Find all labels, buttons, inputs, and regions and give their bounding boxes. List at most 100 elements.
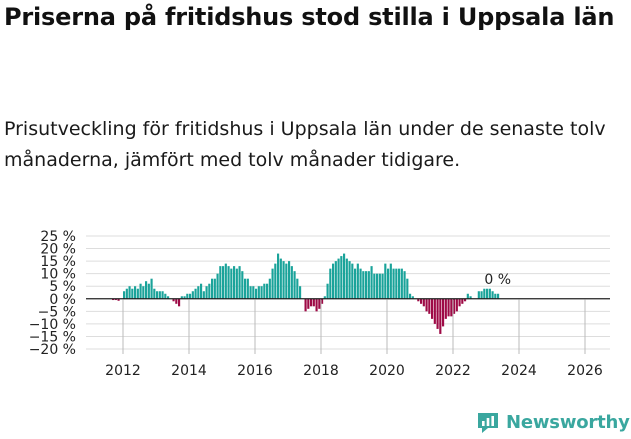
bar bbox=[134, 286, 137, 299]
bar bbox=[315, 298, 318, 312]
bar bbox=[417, 298, 420, 302]
bar bbox=[370, 266, 373, 299]
x-tick-label: 2018 bbox=[303, 363, 339, 379]
bar bbox=[255, 288, 258, 299]
bar bbox=[494, 293, 497, 299]
bar bbox=[392, 268, 395, 299]
bar bbox=[381, 273, 384, 299]
bar bbox=[469, 296, 472, 299]
bar bbox=[351, 263, 354, 299]
bar bbox=[161, 291, 164, 299]
bar bbox=[285, 263, 288, 299]
bar bbox=[213, 278, 216, 299]
bar bbox=[343, 253, 346, 299]
bar bbox=[466, 293, 469, 299]
bar bbox=[202, 291, 205, 299]
y-tick-label: −20 % bbox=[29, 342, 76, 358]
bar bbox=[488, 288, 491, 299]
bar bbox=[219, 266, 222, 299]
bar bbox=[337, 258, 340, 299]
bar bbox=[439, 298, 442, 334]
bar bbox=[178, 298, 181, 307]
bar bbox=[400, 268, 403, 299]
bar bbox=[123, 291, 126, 299]
bar bbox=[197, 286, 200, 299]
bar bbox=[356, 263, 359, 299]
bar-chart: 25 %20 %15 %10 %5 %0 %−5 %−10 %−15 %−20 … bbox=[29, 229, 610, 379]
bar bbox=[304, 298, 307, 312]
bar bbox=[312, 298, 315, 307]
bar bbox=[453, 298, 456, 314]
bar bbox=[268, 278, 271, 299]
newsworthy-logo-icon bbox=[478, 413, 498, 433]
bar bbox=[483, 288, 486, 299]
bar bbox=[365, 271, 368, 299]
bar bbox=[387, 268, 390, 299]
bar bbox=[128, 286, 131, 299]
y-tick-label: 25 % bbox=[40, 229, 76, 245]
bar bbox=[329, 268, 332, 299]
bar bbox=[486, 288, 489, 299]
chart-subtitle: Prisutveckling för fritidshus i Uppsala … bbox=[4, 118, 606, 171]
bar bbox=[252, 286, 255, 299]
bar bbox=[373, 273, 376, 299]
bar bbox=[172, 298, 175, 302]
bar bbox=[246, 278, 249, 299]
bar bbox=[274, 263, 277, 299]
bar bbox=[455, 298, 458, 312]
bar bbox=[321, 298, 324, 304]
x-tick-label: 2022 bbox=[435, 363, 471, 379]
bar bbox=[345, 258, 348, 299]
bar bbox=[131, 288, 134, 299]
bar bbox=[227, 266, 230, 299]
bar bbox=[389, 263, 392, 299]
bar bbox=[288, 261, 291, 299]
bar bbox=[241, 271, 244, 299]
y-tick-label: 0 % bbox=[49, 292, 76, 308]
y-tick-label: 20 % bbox=[40, 242, 76, 258]
y-tick-label: −10 % bbox=[29, 317, 76, 333]
bar bbox=[293, 271, 296, 299]
bar bbox=[428, 298, 431, 314]
y-tick-label: 5 % bbox=[49, 279, 76, 295]
bar bbox=[411, 296, 414, 299]
bar bbox=[235, 268, 238, 299]
bar bbox=[395, 268, 398, 299]
x-tick-label: 2014 bbox=[171, 363, 207, 379]
x-tick-label: 2024 bbox=[501, 363, 537, 379]
bar bbox=[150, 278, 153, 299]
bar bbox=[277, 253, 280, 299]
bar bbox=[290, 266, 293, 299]
bar bbox=[279, 258, 282, 299]
bar bbox=[307, 298, 310, 309]
y-tick-label: −5 % bbox=[38, 304, 76, 320]
bar bbox=[378, 273, 381, 299]
bar bbox=[326, 283, 329, 299]
bar bbox=[145, 281, 148, 299]
bar bbox=[175, 298, 178, 304]
bar bbox=[249, 286, 252, 299]
bar bbox=[447, 298, 450, 317]
bar bbox=[425, 298, 428, 312]
page-title: Priserna på fritidshus stod stilla i Upp… bbox=[4, 3, 615, 31]
bar bbox=[497, 293, 500, 299]
bar bbox=[224, 263, 227, 299]
bar bbox=[158, 291, 161, 299]
bar bbox=[398, 268, 401, 299]
bar bbox=[444, 298, 447, 319]
bar bbox=[406, 278, 409, 299]
x-tick-label: 2016 bbox=[237, 363, 273, 379]
bar bbox=[458, 298, 461, 307]
bar bbox=[136, 288, 139, 299]
bar bbox=[216, 273, 219, 299]
bar bbox=[464, 298, 467, 302]
bar bbox=[194, 288, 197, 299]
bar bbox=[480, 291, 483, 299]
bar bbox=[205, 286, 208, 299]
bar bbox=[491, 291, 494, 299]
bar bbox=[260, 286, 263, 299]
y-tick-label: 15 % bbox=[40, 254, 76, 270]
x-tick-label: 2026 bbox=[567, 363, 603, 379]
bar bbox=[142, 286, 145, 299]
bar bbox=[186, 293, 189, 299]
